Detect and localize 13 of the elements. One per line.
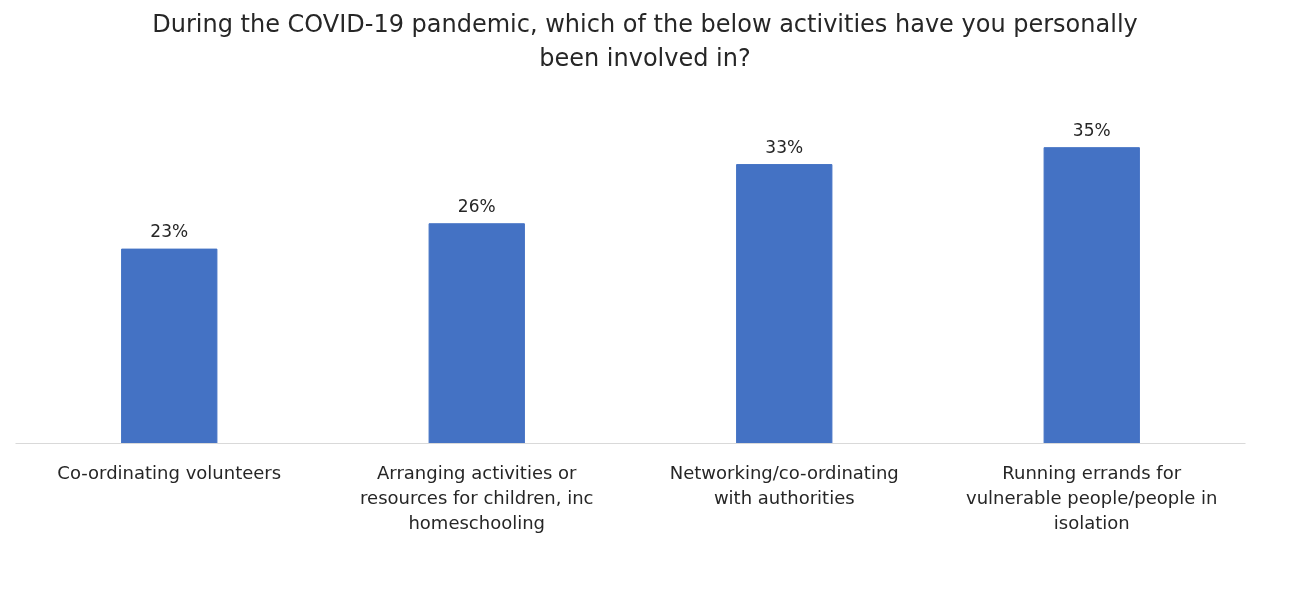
bar xyxy=(121,248,218,444)
bar xyxy=(736,164,833,444)
x-tick-label: Arranging activities or resources for children, inc homeschooling xyxy=(360,461,594,533)
data-label: 33% xyxy=(765,136,804,157)
bar xyxy=(428,223,525,444)
x-tick-label: Networking/co-ordinating with authorities xyxy=(669,461,899,508)
data-label: 35% xyxy=(1072,119,1111,140)
x-tick-label: Running errands for vulnerable people/people in isolation xyxy=(966,461,1218,533)
chart-title: During the COVID-19 pandemic, which of the below activities have you personally been involved in? xyxy=(151,9,1139,74)
bar xyxy=(1043,147,1140,444)
x-tick-label: Co-ordinating volunteers xyxy=(57,461,282,483)
data-label: 26% xyxy=(457,195,496,216)
data-label: 23% xyxy=(150,221,189,242)
